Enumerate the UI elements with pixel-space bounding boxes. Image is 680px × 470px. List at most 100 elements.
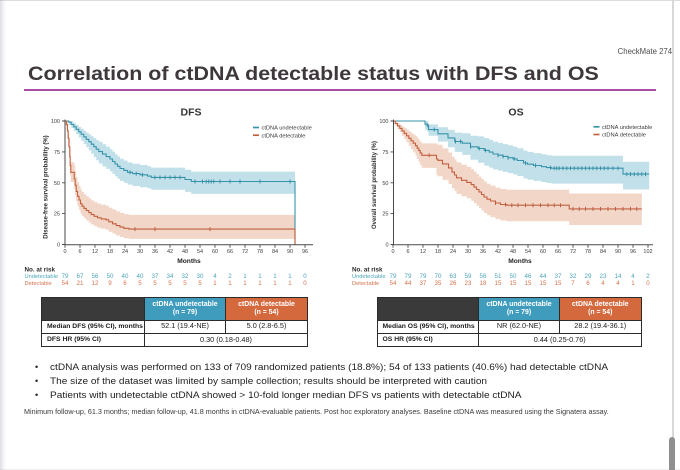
svg-text:1: 1 [243, 280, 247, 287]
svg-text:14: 14 [615, 273, 622, 280]
svg-text:35: 35 [435, 280, 442, 287]
svg-text:5: 5 [153, 280, 157, 287]
svg-text:ctDNA detectable: ctDNA detectable [262, 133, 306, 139]
svg-text:78: 78 [585, 249, 591, 255]
svg-text:Overall survival probability (: Overall survival probability (%) [372, 141, 378, 229]
svg-text:60: 60 [212, 249, 218, 255]
svg-text:63: 63 [450, 273, 457, 280]
svg-text:96: 96 [630, 249, 636, 255]
svg-text:15: 15 [495, 280, 502, 287]
svg-text:18: 18 [107, 249, 113, 255]
svg-text:24: 24 [122, 249, 128, 255]
svg-text:4: 4 [616, 280, 620, 287]
svg-text:7: 7 [571, 280, 575, 287]
svg-text:6: 6 [123, 280, 127, 287]
svg-text:48: 48 [182, 249, 188, 255]
svg-text:6: 6 [406, 249, 409, 255]
svg-text:32: 32 [570, 273, 577, 280]
svg-text:1: 1 [258, 273, 262, 280]
svg-text:18: 18 [435, 249, 441, 255]
svg-text:1: 1 [273, 273, 277, 280]
svg-text:37: 37 [420, 280, 427, 287]
svg-text:4: 4 [601, 280, 605, 287]
svg-text:32: 32 [182, 273, 189, 280]
svg-text:66: 66 [555, 249, 561, 255]
svg-text:5: 5 [198, 280, 202, 287]
svg-text:44: 44 [405, 280, 412, 287]
svg-text:37: 37 [152, 273, 159, 280]
svg-text:102: 102 [643, 249, 652, 255]
svg-text:26: 26 [450, 280, 457, 287]
svg-text:79: 79 [390, 273, 397, 280]
svg-text:0: 0 [63, 249, 66, 255]
svg-text:5: 5 [183, 280, 187, 287]
svg-text:54: 54 [390, 280, 397, 287]
svg-text:30: 30 [197, 273, 204, 280]
svg-text:84: 84 [272, 249, 278, 255]
svg-text:67: 67 [77, 273, 84, 280]
svg-text:50: 50 [54, 181, 60, 187]
svg-text:23: 23 [600, 273, 607, 280]
svg-text:4: 4 [631, 273, 635, 280]
svg-text:6: 6 [586, 280, 590, 287]
svg-text:Detectable: Detectable [352, 281, 379, 287]
svg-text:ctDNA detectable: ctDNA detectable [602, 133, 646, 139]
svg-text:79: 79 [405, 273, 412, 280]
svg-text:21: 21 [77, 280, 84, 287]
svg-text:1: 1 [631, 280, 635, 287]
svg-text:90: 90 [287, 249, 293, 255]
svg-text:Undetectable: Undetectable [352, 274, 386, 280]
svg-text:No. at risk: No. at risk [352, 267, 383, 274]
svg-text:2: 2 [646, 273, 650, 280]
svg-text:36: 36 [480, 249, 486, 255]
svg-text:24: 24 [450, 249, 456, 255]
svg-text:25: 25 [382, 212, 388, 218]
svg-text:OS: OS [508, 107, 523, 119]
svg-text:1: 1 [288, 280, 292, 287]
svg-text:29: 29 [585, 273, 592, 280]
svg-text:5: 5 [138, 280, 142, 287]
svg-text:1: 1 [243, 273, 247, 280]
svg-text:40: 40 [122, 273, 129, 280]
svg-text:79: 79 [62, 273, 69, 280]
svg-text:0: 0 [646, 280, 650, 287]
svg-text:15: 15 [525, 280, 532, 287]
svg-text:42: 42 [495, 249, 501, 255]
svg-text:0: 0 [385, 243, 388, 249]
svg-text:51: 51 [495, 273, 502, 280]
svg-text:15: 15 [540, 280, 547, 287]
svg-text:1: 1 [228, 280, 232, 287]
svg-text:12: 12 [92, 280, 99, 287]
svg-text:50: 50 [510, 273, 517, 280]
svg-text:Disease-free survival probabil: Disease-free survival probability (%) [44, 135, 50, 238]
svg-text:50: 50 [382, 181, 388, 187]
svg-text:54: 54 [197, 249, 203, 255]
svg-text:44: 44 [540, 273, 547, 280]
svg-text:Undetectable: Undetectable [25, 274, 59, 280]
svg-text:48: 48 [510, 249, 516, 255]
svg-text:1: 1 [258, 280, 262, 287]
svg-text:54: 54 [62, 280, 69, 287]
svg-text:96: 96 [302, 249, 308, 255]
svg-text:54: 54 [525, 249, 531, 255]
svg-text:59: 59 [465, 273, 472, 280]
svg-text:78: 78 [257, 249, 263, 255]
svg-text:90: 90 [615, 249, 621, 255]
svg-text:75: 75 [382, 150, 388, 156]
svg-text:70: 70 [435, 273, 442, 280]
svg-text:9: 9 [108, 280, 112, 287]
svg-text:18: 18 [480, 280, 487, 287]
svg-text:56: 56 [480, 273, 487, 280]
svg-text:42: 42 [167, 249, 173, 255]
svg-text:1: 1 [288, 273, 292, 280]
svg-text:Months: Months [508, 258, 532, 265]
svg-text:72: 72 [570, 249, 576, 255]
svg-text:66: 66 [227, 249, 233, 255]
svg-text:6: 6 [78, 249, 81, 255]
svg-text:0: 0 [391, 249, 394, 255]
svg-text:Months: Months [177, 258, 201, 265]
svg-text:0: 0 [57, 243, 60, 249]
svg-text:15: 15 [555, 280, 562, 287]
svg-text:75: 75 [54, 150, 60, 156]
svg-text:79: 79 [420, 273, 427, 280]
